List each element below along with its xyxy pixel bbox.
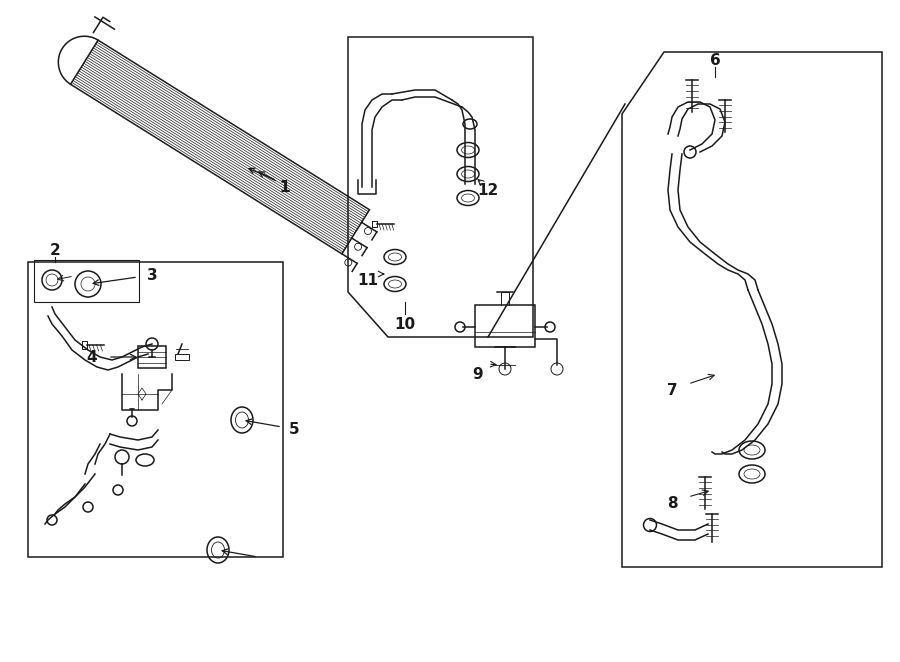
Bar [28,262,283,557]
Bar [175,354,189,360]
Bar [34,260,139,302]
Text: 1: 1 [280,179,291,195]
Text: 11: 11 [357,273,379,287]
Text: 12: 12 [477,183,499,197]
Text: 2: 2 [50,242,60,258]
Text: 5: 5 [289,422,300,436]
Text: 9: 9 [472,367,483,381]
Text: 3: 3 [147,267,158,283]
Text: 10: 10 [394,316,416,332]
Bar [138,346,166,368]
Bar [475,305,535,347]
Text: 1: 1 [280,179,291,195]
Text: 7: 7 [667,383,678,397]
Text: 4: 4 [86,350,97,365]
Text: 6: 6 [709,52,720,68]
Text: 8: 8 [667,496,678,512]
